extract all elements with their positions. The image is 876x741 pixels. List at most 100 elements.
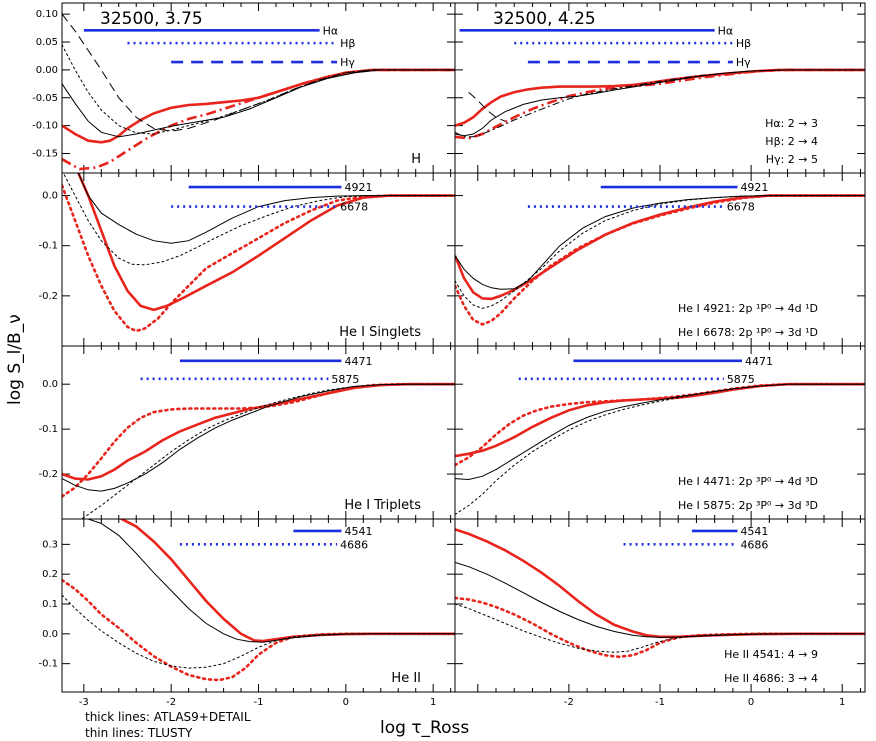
transition-label: Hβ: 2 → 4 bbox=[765, 135, 818, 148]
series-thin-solid bbox=[62, 383, 455, 492]
series-thick-solid bbox=[118, 519, 455, 643]
panel-frame bbox=[454, 345, 866, 520]
range-bar-label: 4471 bbox=[745, 355, 773, 368]
x-axis-label: log τ_Ross bbox=[380, 718, 470, 738]
series-thick-dot bbox=[62, 184, 455, 333]
range-bar-label: 6678 bbox=[340, 201, 368, 214]
transition-label: He I 4471: 2p ³P⁰ → 4d ³D bbox=[678, 475, 818, 488]
series-thin-dot bbox=[80, 383, 455, 519]
y-tick-label: 0.00 bbox=[36, 65, 58, 76]
series-thin-dashdot bbox=[455, 69, 865, 138]
range-bar-label: Hα bbox=[718, 24, 734, 37]
y-tick-label: 0.0 bbox=[42, 191, 58, 202]
range-bar-label: 4686 bbox=[340, 538, 368, 551]
panel-frame bbox=[61, 172, 456, 347]
range-bar-label: 4471 bbox=[344, 355, 372, 368]
series-thick-solid bbox=[455, 382, 865, 458]
series-thick-solid bbox=[62, 382, 455, 481]
y-tick-label: 0.2 bbox=[42, 569, 58, 580]
range-bar-label: 4686 bbox=[740, 538, 768, 551]
transition-label: Hγ: 2 → 5 bbox=[766, 153, 818, 166]
range-bar-label: 5875 bbox=[727, 373, 755, 386]
range-bar-label: 4541 bbox=[344, 525, 372, 538]
y-tick-label: -0.10 bbox=[32, 121, 58, 132]
series-thick-solid bbox=[76, 173, 455, 312]
series-thin-solid bbox=[455, 195, 865, 290]
y-tick-label: 0.05 bbox=[36, 37, 58, 48]
series-thin-dot bbox=[62, 44, 455, 135]
transition-label: Hα: 2 → 3 bbox=[765, 117, 818, 130]
series-thin-dot bbox=[455, 195, 865, 309]
x-tick-label: 0 bbox=[748, 697, 754, 708]
series-thin-dot bbox=[455, 603, 865, 653]
y-tick-label: -0.1 bbox=[38, 424, 58, 435]
series-thick-dot bbox=[62, 578, 455, 682]
transition-label: He II 4541: 4 → 9 bbox=[724, 648, 818, 661]
panel-label: He I Singlets bbox=[339, 325, 421, 340]
range-bar-label: Hβ bbox=[340, 37, 355, 50]
range-bar-label: 5875 bbox=[331, 373, 359, 386]
series-thin-solid bbox=[455, 561, 865, 638]
range-bar-label: 4921 bbox=[344, 181, 372, 194]
y-tick-label: 0.3 bbox=[42, 539, 58, 550]
y-tick-label: 0.0 bbox=[42, 379, 58, 390]
y-tick-label: -0.05 bbox=[32, 93, 58, 104]
y-tick-label: -0.1 bbox=[38, 659, 58, 670]
y-tick-label: -0.2 bbox=[38, 469, 58, 480]
range-bar-label: Hα bbox=[323, 24, 339, 37]
series-thin-solid bbox=[77, 173, 455, 244]
x-tick-label: 1 bbox=[839, 697, 845, 708]
footnote-thin: thin lines: TLUSTY bbox=[85, 726, 193, 740]
x-tick-label: -1 bbox=[254, 697, 264, 708]
y-tick-label: -0.2 bbox=[38, 291, 58, 302]
series-thick-dashdot bbox=[62, 68, 455, 171]
x-tick-label: 1 bbox=[430, 697, 436, 708]
y-tick-label: 0.1 bbox=[42, 599, 58, 610]
panel-title: 32500, 3.75 bbox=[100, 9, 203, 29]
x-tick-label: -2 bbox=[166, 697, 176, 708]
range-bar-label: 4921 bbox=[740, 181, 768, 194]
transition-label: He I 5875: 2p ³P⁰ → 3d ³D bbox=[678, 499, 818, 512]
panel-frame bbox=[454, 518, 866, 693]
x-tick-label: -2 bbox=[564, 697, 574, 708]
series-thin-solid bbox=[88, 519, 455, 643]
y-tick-label: 0.10 bbox=[36, 9, 58, 20]
panel-2-0: -0.2 -0.1 0.0 4471 5875 He I Triplets bbox=[38, 345, 456, 520]
footnote-thick: thick lines: ATLAS9+DETAIL bbox=[85, 710, 251, 724]
x-tick-label: -3 bbox=[79, 697, 89, 708]
series-thin-dash bbox=[468, 91, 506, 122]
panel-label: He II bbox=[391, 671, 421, 686]
panel-label: He I Triplets bbox=[344, 498, 421, 513]
y-tick-label: 0.0 bbox=[42, 629, 58, 640]
panel-title: 32500, 4.25 bbox=[493, 9, 596, 29]
series-thin-dot bbox=[62, 594, 455, 669]
x-tick-label: 0 bbox=[343, 697, 349, 708]
series-thin-dot bbox=[62, 173, 455, 266]
panel-label: H bbox=[411, 152, 421, 167]
range-bar-label: Hβ bbox=[736, 37, 751, 50]
transition-label: He I 4921: 2p ¹P⁰ → 4d ¹D bbox=[678, 302, 818, 315]
panel-1-0: -0.2 -0.1 0.0 4921 6678 He I Singlets bbox=[38, 172, 456, 347]
range-bar-label: 6678 bbox=[727, 201, 755, 214]
series-thin-dot bbox=[455, 383, 865, 515]
series-thick-solid bbox=[62, 68, 455, 144]
panel-1-1: 4921 6678 He I 4921: 2p ¹P⁰ → 4d ¹D He I 66… bbox=[454, 172, 866, 347]
range-bar-label: 4541 bbox=[740, 525, 768, 538]
y-axis-label: log S_l/B_ν bbox=[5, 314, 25, 405]
panel-2-1: 4471 5875 He I 4471: 2p ³P⁰ → 4d ³D He I 58… bbox=[454, 345, 866, 520]
panel-frame bbox=[61, 345, 456, 520]
series-thin-dash bbox=[62, 13, 455, 132]
y-tick-label: -0.15 bbox=[32, 148, 58, 159]
series-thick-solid bbox=[455, 194, 865, 301]
series-thick-dot bbox=[62, 382, 455, 498]
transition-label: He II 4686: 3 → 4 bbox=[724, 672, 818, 685]
y-tick-label: -0.1 bbox=[38, 241, 58, 252]
series-thick-dot bbox=[455, 382, 865, 467]
range-bar-label: Hγ bbox=[736, 56, 751, 69]
x-tick-label: -1 bbox=[655, 697, 665, 708]
